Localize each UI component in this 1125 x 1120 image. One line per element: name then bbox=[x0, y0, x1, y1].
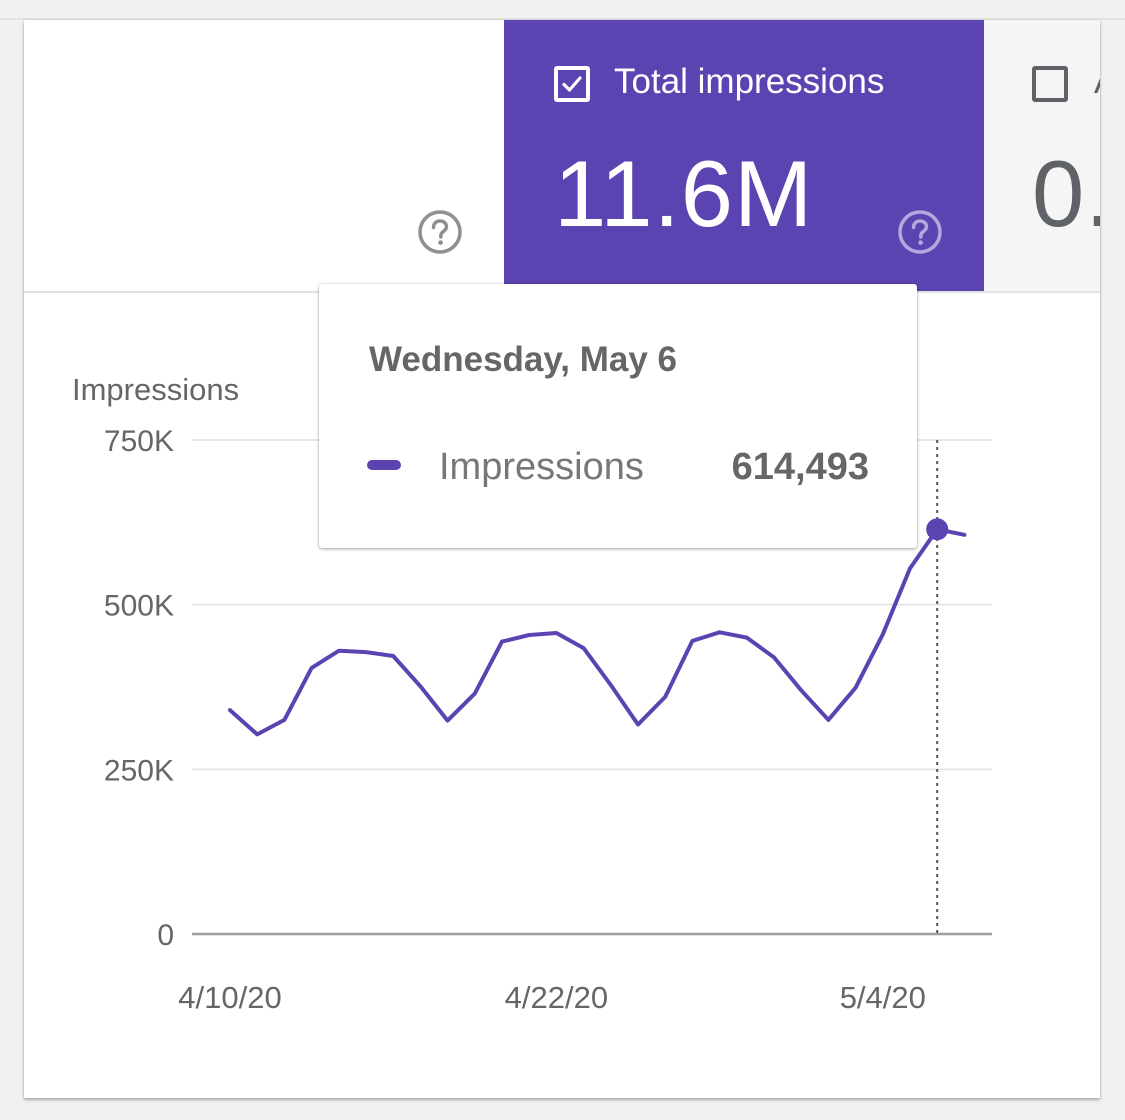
impressions-line-chart[interactable]: Impressions 0 250K 500K 750K 4/10/20 4/22/20… bbox=[24, 20, 1100, 1098]
chart-tooltip: Wednesday, May 6 Impressions 614,493 bbox=[319, 284, 917, 548]
x-tick-label: 4/22/20 bbox=[505, 980, 608, 1015]
help-circle-icon[interactable] bbox=[896, 208, 944, 256]
top-divider bbox=[0, 18, 1125, 20]
metric-value: 0. bbox=[1032, 141, 1100, 246]
y-tick-label: 750K bbox=[104, 425, 174, 458]
x-tick-label: 5/4/20 bbox=[840, 980, 926, 1015]
help-circle-icon[interactable] bbox=[416, 208, 464, 256]
y-tick-label: 250K bbox=[104, 754, 174, 787]
y-tick-label: 500K bbox=[104, 590, 174, 623]
checkbox-unchecked-icon[interactable] bbox=[1032, 66, 1068, 102]
performance-card: Total impressions 11.6M A 0. Impressions… bbox=[24, 20, 1100, 1098]
metric-tile-total-impressions[interactable]: Total impressions 11.6M bbox=[504, 20, 984, 292]
y-axis-label: Impressions bbox=[72, 372, 239, 407]
y-tick-label: 0 bbox=[157, 919, 174, 952]
hover-data-point bbox=[926, 518, 949, 541]
checkbox-checked-icon[interactable] bbox=[554, 66, 590, 102]
metric-label: Total impressions bbox=[614, 62, 885, 101]
tooltip-value: 614,493 bbox=[731, 446, 869, 488]
series-swatch-icon bbox=[367, 460, 401, 470]
x-tick-label: 4/10/20 bbox=[178, 980, 281, 1015]
tooltip-series-name: Impressions bbox=[439, 446, 644, 488]
series-line-impressions bbox=[228, 527, 967, 737]
metric-tile-blank[interactable] bbox=[24, 20, 504, 292]
tooltip-date: Wednesday, May 6 bbox=[369, 340, 677, 379]
metric-value: 11.6M bbox=[554, 141, 814, 246]
metric-label: A bbox=[1094, 62, 1100, 102]
metric-tile-next[interactable]: A 0. bbox=[984, 20, 1100, 292]
